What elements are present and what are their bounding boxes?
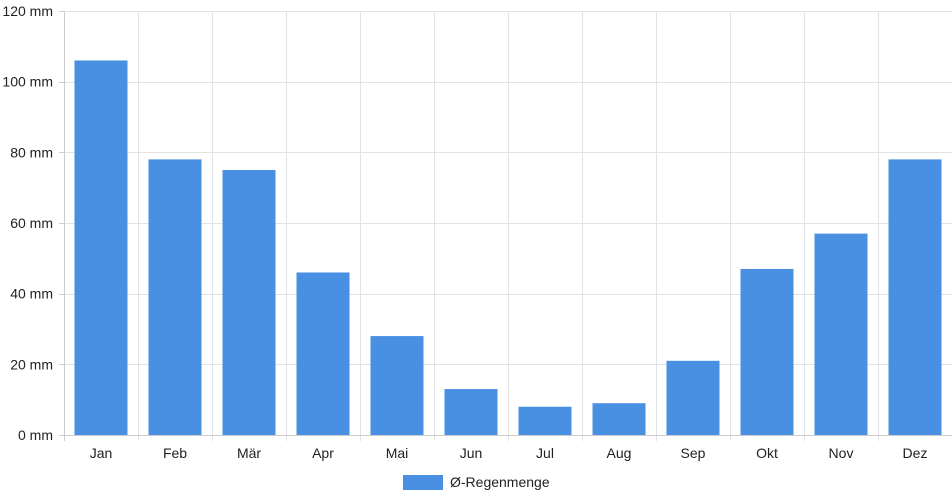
legend-label: Ø-Regenmenge [450, 474, 550, 490]
y-tick-label: 0 mm [18, 427, 53, 443]
grid-lines [64, 11, 952, 441]
bar-jun [444, 389, 498, 435]
x-tick-label: Nov [829, 445, 854, 461]
bar-feb [148, 159, 202, 435]
y-tick-label: 120 mm [2, 3, 53, 19]
x-tick-label: Aug [607, 445, 632, 461]
bar-mär [222, 170, 276, 435]
y-axis-labels: 0 mm 20 mm 40 mm 60 mm 80 mm 100 mm 120 mm [2, 3, 53, 443]
y-tick-label: 80 mm [10, 144, 53, 160]
x-tick-label: Jul [536, 445, 554, 461]
bar-series [74, 60, 942, 435]
bar-okt [740, 268, 794, 435]
x-tick-label: Dez [903, 445, 928, 461]
bar-jan [74, 60, 128, 435]
x-tick-label: Feb [163, 445, 187, 461]
bar-nov [814, 233, 868, 435]
bar-sep [666, 360, 720, 435]
x-tick-label: Mär [237, 445, 261, 461]
x-tick-label: Jun [460, 445, 483, 461]
bar-apr [296, 272, 350, 435]
x-tick-label: Sep [681, 445, 706, 461]
y-tick-label: 60 mm [10, 215, 53, 231]
bar-aug [592, 403, 646, 435]
y-tick-label: 40 mm [10, 286, 53, 302]
x-axis-labels: Jan Feb Mär Apr Mai Jun Jul Aug Sep Okt Nov Dez [90, 445, 928, 461]
x-tick-label: Apr [312, 445, 334, 461]
legend-swatch [403, 475, 443, 490]
x-tick-label: Okt [756, 445, 778, 461]
bar-jul [518, 406, 572, 435]
bar-mai [370, 336, 424, 435]
y-tick-label: 100 mm [2, 74, 53, 90]
x-tick-label: Jan [90, 445, 113, 461]
legend: Ø-Regenmenge [403, 474, 550, 490]
bar-dez [888, 159, 942, 435]
axes [59, 11, 952, 441]
y-tick-label: 20 mm [10, 356, 53, 372]
x-tick-label: Mai [386, 445, 409, 461]
